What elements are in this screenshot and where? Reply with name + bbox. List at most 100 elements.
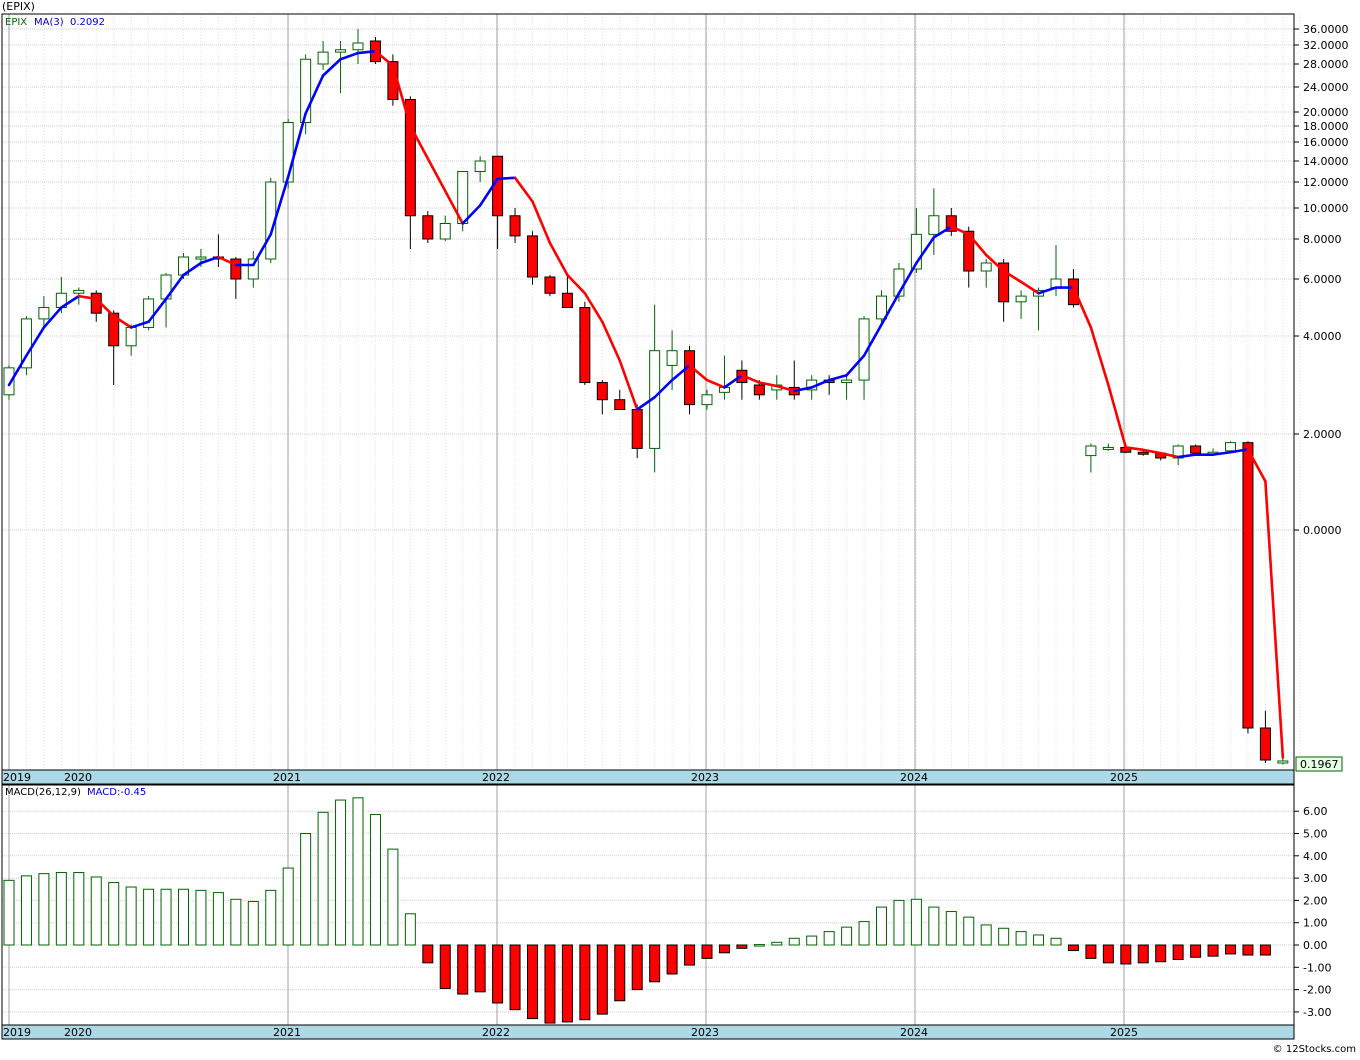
- candle-body: [1277, 760, 1289, 764]
- candle-body: [1015, 295, 1027, 303]
- price-grid: [2, 14, 1301, 770]
- price-axis-label: 10.0000: [1303, 202, 1349, 215]
- date-label: 2024: [900, 1026, 928, 1039]
- macd-axis-label: -2.00: [1303, 984, 1331, 997]
- date-label: 2025: [1110, 1026, 1138, 1039]
- ma-segment: [880, 291, 901, 326]
- candle-body: [561, 292, 573, 308]
- price-axis-label: 6.0000: [1303, 273, 1342, 286]
- date-label: 2022: [482, 771, 510, 784]
- ma-segment: [845, 354, 866, 377]
- macd-bar: [561, 944, 573, 1023]
- ma-segment: [1037, 286, 1058, 295]
- date-label: 2024: [900, 771, 928, 784]
- macd-bar: [212, 892, 224, 946]
- macd-bar: [701, 944, 713, 959]
- candle-body: [910, 233, 922, 270]
- candle-body: [20, 318, 32, 369]
- macd-axis-label: 2.00: [1303, 894, 1328, 907]
- macd-bar: [352, 797, 364, 946]
- macd-bar: [631, 944, 643, 991]
- price-axis-label: 12.0000: [1303, 176, 1349, 189]
- price-axis-label: 20.0000: [1303, 106, 1349, 119]
- date-label: 2021: [273, 771, 301, 784]
- macd-bar: [998, 927, 1010, 946]
- macd-bar: [125, 886, 137, 946]
- copyright: © 12Stocks.com: [1273, 1044, 1356, 1055]
- macd-bar: [3, 879, 15, 946]
- last-price-label: 0.1967: [1300, 758, 1339, 771]
- macd-bar: [73, 872, 85, 946]
- macd-bar: [1172, 944, 1184, 960]
- candle-body: [928, 215, 940, 235]
- ma-segment: [7, 354, 28, 387]
- moving-average-line: [7, 49, 1285, 759]
- ma-segment: [984, 253, 1005, 273]
- ma-segment: [1141, 448, 1162, 455]
- ma-segment: [1246, 448, 1267, 483]
- candle-body: [544, 276, 556, 294]
- candle-body: [579, 307, 591, 384]
- candle-body: [195, 256, 207, 260]
- macd-bar: [387, 848, 399, 946]
- candle-body: [1067, 278, 1079, 306]
- price-axis-label: 18.0000: [1303, 120, 1349, 133]
- macd-bar: [178, 888, 189, 946]
- ma-segment: [688, 364, 709, 382]
- candle-body: [1102, 446, 1114, 450]
- candle-body: [1225, 442, 1236, 452]
- macd-bar: [945, 911, 957, 946]
- macd-bar: [160, 888, 172, 946]
- macd-bar: [439, 944, 451, 989]
- price-axis-label: 24.0000: [1303, 81, 1349, 94]
- footer-box: [1272, 1041, 1360, 1056]
- ma-segment: [915, 236, 936, 265]
- ma-segment: [862, 323, 883, 357]
- macd-histogram: [3, 797, 1271, 1024]
- candle-body: [422, 215, 434, 240]
- macd-bar: [20, 875, 32, 946]
- candle-body: [527, 235, 538, 278]
- date-label: 2023: [691, 1026, 719, 1039]
- macd-bar: [527, 944, 538, 1020]
- macd-bar: [1137, 944, 1149, 964]
- macd-bar: [684, 944, 696, 966]
- macd-bar: [736, 944, 748, 949]
- macd-bar: [876, 906, 887, 946]
- macd-bar: [55, 872, 67, 946]
- macd-bar: [300, 833, 312, 946]
- macd-bar: [596, 944, 608, 1015]
- macd-bar: [230, 898, 242, 946]
- ma-segment: [635, 395, 656, 411]
- ma-segment: [566, 273, 587, 295]
- candle-body: [858, 318, 870, 381]
- ma-segment: [827, 373, 848, 382]
- candle-body: [108, 312, 120, 347]
- macd-bar: [1120, 944, 1132, 965]
- macd-bar: [771, 941, 783, 946]
- macd-axis-label: 0.00: [1303, 939, 1328, 952]
- candle-body: [73, 289, 85, 294]
- macd-bar: [823, 931, 835, 946]
- ma-segment: [967, 233, 988, 257]
- ma-segment: [1159, 451, 1180, 459]
- ma-segment: [531, 200, 552, 245]
- macd-bar: [1085, 944, 1097, 959]
- ma-segment: [25, 326, 46, 357]
- macd-bar: [108, 882, 120, 946]
- macd-bar: [509, 944, 521, 1011]
- macd-axis-label: 1.00: [1303, 917, 1328, 930]
- ma-segment: [775, 384, 796, 393]
- candle-body: [666, 350, 678, 366]
- candle-body: [753, 384, 765, 396]
- ma-segment: [740, 373, 761, 384]
- ma-segment: [1089, 326, 1110, 387]
- macd-bar: [492, 944, 504, 1004]
- macd-axis-label: 6.00: [1303, 805, 1328, 818]
- ma-segment: [199, 255, 220, 265]
- macd-bar: [474, 944, 486, 993]
- macd-bar: [806, 935, 818, 946]
- macd-axis-label: -3.00: [1303, 1006, 1331, 1019]
- ma-segment: [129, 320, 150, 329]
